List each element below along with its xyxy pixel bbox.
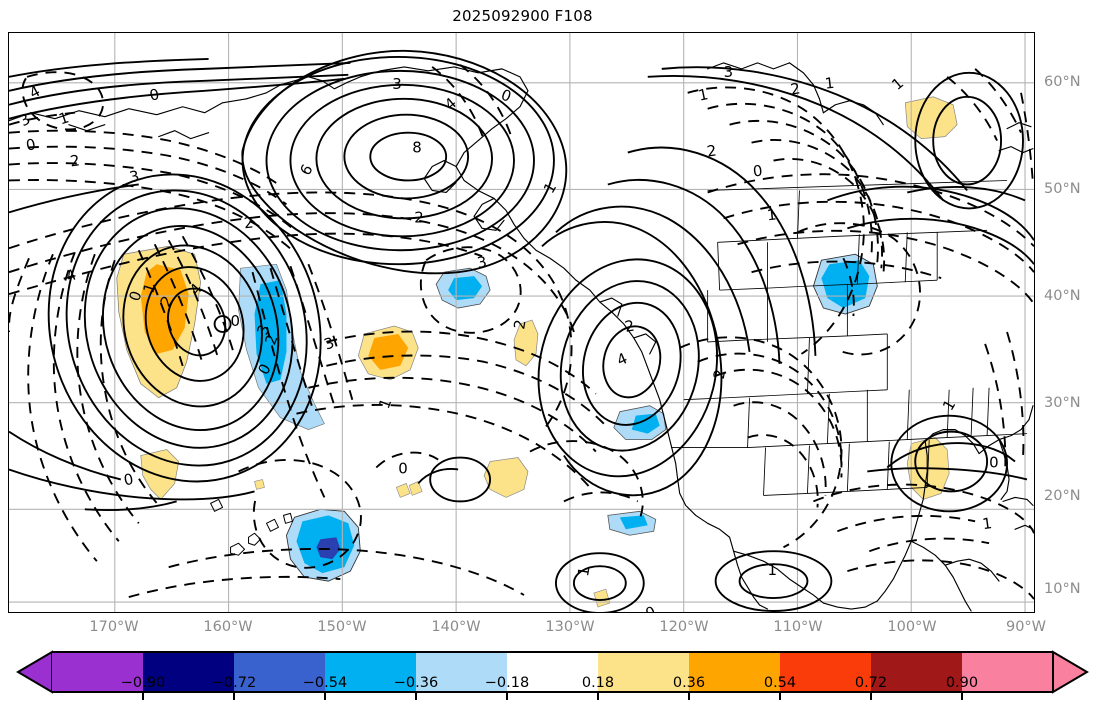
svg-text:0: 0 bbox=[398, 459, 408, 477]
svg-text:2: 2 bbox=[623, 317, 636, 336]
svg-text:0: 0 bbox=[148, 85, 161, 105]
svg-text:3: 3 bbox=[724, 63, 734, 81]
svg-text:0: 0 bbox=[643, 603, 658, 612]
svg-text:2: 2 bbox=[710, 368, 729, 380]
page-title: 2025092900 F108 bbox=[452, 7, 593, 25]
lon-label-90w: 90°W bbox=[1005, 619, 1047, 635]
svg-text:2: 2 bbox=[706, 141, 718, 160]
lon-label-150w: 150°W bbox=[317, 619, 367, 635]
svg-text:1: 1 bbox=[939, 396, 959, 413]
colorbar-seg-1 bbox=[143, 652, 234, 692]
shaded-anomaly-layer bbox=[116, 96, 958, 608]
colorbar-tick-label-2: −0.54 bbox=[302, 675, 348, 691]
colorbar-tick-label-1: −0.72 bbox=[211, 675, 257, 691]
svg-text:0: 0 bbox=[499, 86, 514, 106]
lat-label-60n: 60°N bbox=[1044, 74, 1081, 90]
map-plot-area[interactable]: 4 3 1 0 0 2 3 2 3 6 8 4 0 2 4 0 bbox=[8, 32, 1035, 613]
lon-label-120w: 120°W bbox=[659, 619, 709, 635]
svg-text:0: 0 bbox=[752, 162, 763, 181]
colorbar-seg-7 bbox=[689, 652, 780, 692]
gridlines bbox=[9, 33, 1034, 612]
colorbar-seg-4 bbox=[416, 652, 507, 692]
colorbar-tick-label-3: −0.36 bbox=[393, 675, 439, 691]
lon-label-170w: 170°W bbox=[89, 619, 139, 635]
colorbar-seg-2 bbox=[234, 652, 325, 692]
svg-text:2: 2 bbox=[69, 151, 81, 170]
colorbar-seg-10 bbox=[962, 652, 1053, 692]
colorbar-segments bbox=[16, 650, 1089, 694]
colorbar-tick-label-8: 0.72 bbox=[854, 675, 888, 691]
lat-label-30n: 30°N bbox=[1044, 395, 1081, 411]
svg-text:1: 1 bbox=[375, 396, 395, 411]
svg-text:2: 2 bbox=[510, 318, 529, 330]
lon-label-130w: 130°W bbox=[545, 619, 595, 635]
colorbar-tick-label-7: 0.54 bbox=[763, 675, 797, 691]
colorbar-seg-0 bbox=[52, 652, 143, 692]
colorbar[interactable]: −0.90 −0.72 −0.54 −0.36 −0.18 0.18 0.36 … bbox=[0, 650, 1105, 712]
colorbar-seg-8 bbox=[780, 652, 871, 692]
colorbar-tick-label-6: 0.36 bbox=[672, 675, 706, 691]
svg-text:0: 0 bbox=[231, 312, 241, 330]
svg-text:3: 3 bbox=[392, 75, 402, 93]
colorbar-svg bbox=[16, 650, 1089, 700]
svg-text:1: 1 bbox=[768, 561, 778, 579]
svg-text:4: 4 bbox=[614, 349, 630, 369]
svg-text:0: 0 bbox=[25, 135, 38, 154]
colorbar-ticks bbox=[142, 692, 963, 700]
map-svg: 4 3 1 0 0 2 3 2 3 6 8 4 0 2 4 0 bbox=[9, 33, 1034, 612]
lon-label-110w: 110°W bbox=[773, 619, 823, 635]
svg-text:3: 3 bbox=[476, 253, 489, 272]
svg-text:1: 1 bbox=[888, 74, 907, 94]
svg-text:3: 3 bbox=[128, 167, 141, 187]
svg-text:1: 1 bbox=[824, 74, 835, 93]
lat-label-40n: 40°N bbox=[1044, 288, 1081, 304]
svg-text:2: 2 bbox=[243, 213, 254, 232]
lon-label-140w: 140°W bbox=[431, 619, 481, 635]
svg-text:1: 1 bbox=[766, 205, 777, 224]
svg-text:1: 1 bbox=[574, 565, 593, 577]
svg-text:1: 1 bbox=[981, 514, 993, 533]
lon-label-160w: 160°W bbox=[203, 619, 253, 635]
colorbar-seg-5 bbox=[507, 652, 598, 692]
colorbar-seg-3 bbox=[325, 652, 416, 692]
svg-text:4: 4 bbox=[63, 265, 79, 285]
lat-label-50n: 50°N bbox=[1044, 181, 1081, 197]
colorbar-tick-label-0: −0.90 bbox=[120, 675, 166, 691]
svg-text:2: 2 bbox=[789, 79, 802, 98]
contours-dashed-layer bbox=[9, 64, 1034, 600]
svg-text:0: 0 bbox=[122, 470, 135, 489]
lat-label-10n: 10°N bbox=[1044, 581, 1081, 597]
colorbar-tick-label-5: 0.18 bbox=[581, 675, 615, 691]
svg-text:1: 1 bbox=[697, 85, 710, 105]
lat-label-20n: 20°N bbox=[1044, 488, 1081, 504]
colorbar-under-arrow bbox=[16, 650, 53, 694]
svg-text:0: 0 bbox=[989, 454, 999, 472]
colorbar-tick-label-4: −0.18 bbox=[484, 675, 530, 691]
colorbar-seg-6 bbox=[598, 652, 689, 692]
svg-text:6: 6 bbox=[296, 161, 316, 178]
svg-text:2: 2 bbox=[414, 208, 424, 226]
lon-label-100w: 100°W bbox=[887, 619, 937, 635]
svg-text:1: 1 bbox=[57, 108, 72, 128]
colorbar-seg-9 bbox=[871, 652, 962, 692]
colorbar-tick-label-9: 0.90 bbox=[945, 675, 979, 691]
svg-text:8: 8 bbox=[412, 139, 422, 157]
colorbar-over-arrow bbox=[1052, 650, 1089, 694]
